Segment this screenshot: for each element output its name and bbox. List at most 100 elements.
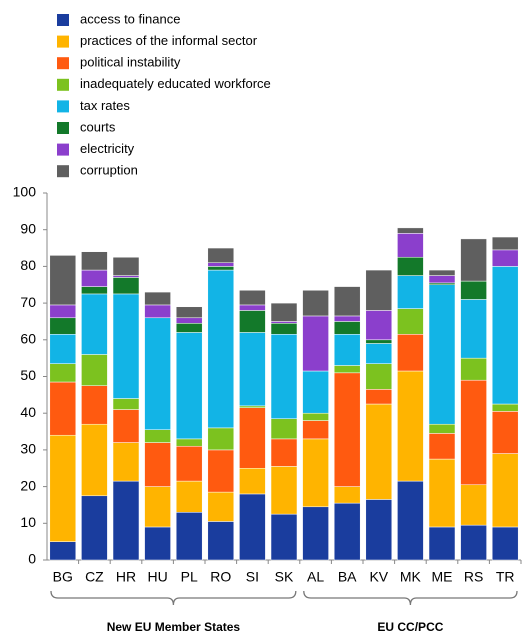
legend-swatch	[57, 35, 69, 48]
bar-segment	[239, 332, 266, 407]
bar-segment	[144, 442, 171, 487]
y-tick-label: 90	[20, 220, 36, 236]
legend-label: courts	[80, 119, 116, 134]
group-bracket	[303, 590, 518, 606]
bar-segment	[460, 280, 487, 300]
bar-segment	[175, 306, 203, 319]
bar-segment	[207, 266, 235, 271]
y-tick-label: 40	[20, 404, 36, 420]
bar-segment	[428, 526, 456, 561]
y-tick-label: 100	[13, 184, 37, 200]
bar-segment	[460, 484, 487, 526]
bar-segment	[302, 412, 329, 421]
bar-segment	[207, 491, 235, 522]
bar-segment	[81, 251, 108, 271]
x-tick-label: HR	[116, 569, 136, 585]
y-tick-label: 20	[20, 477, 36, 493]
bar-segment	[49, 381, 77, 436]
bar-segment	[175, 332, 203, 440]
legend-swatch	[57, 14, 69, 26]
bar-segment	[144, 291, 171, 306]
bar-segment	[428, 458, 456, 528]
legend-swatch	[57, 78, 69, 91]
bar-segment	[81, 423, 108, 497]
legend-label: corruption	[80, 163, 138, 178]
bar-segment	[491, 249, 519, 267]
bar-segment	[239, 405, 266, 408]
x-tick-label: BA	[338, 569, 357, 585]
bar-segment	[270, 321, 298, 324]
bar-segment	[270, 302, 298, 322]
legend-swatch	[57, 100, 69, 113]
bar-segment	[302, 370, 329, 414]
bar-segment	[49, 434, 77, 542]
x-tick-label: KV	[369, 569, 388, 585]
x-tick-label: SK	[275, 569, 294, 585]
bar-segment	[81, 385, 108, 425]
x-tick-label: CZ	[85, 569, 104, 585]
bar-segment	[175, 438, 203, 447]
x-tick-label: MK	[400, 569, 422, 585]
legend-label: tax rates	[80, 98, 130, 113]
bar-segment	[207, 262, 235, 267]
bar-segment	[365, 363, 393, 390]
bar-segment	[144, 429, 171, 443]
x-tick-label: HU	[147, 569, 167, 585]
legend-label: access to finance	[80, 11, 180, 26]
legend-label: political instability	[80, 55, 181, 70]
bar-segment	[112, 256, 140, 276]
bar-segment	[112, 277, 140, 295]
bar-segment	[175, 512, 203, 561]
x-tick-label: SI	[246, 569, 259, 585]
bar-segment	[397, 480, 424, 561]
bar-segment	[397, 334, 424, 372]
bar-segment	[333, 365, 361, 374]
bar-segment	[302, 438, 329, 508]
bar-segment	[460, 379, 487, 486]
bar-segment	[491, 526, 519, 561]
bar-segment	[365, 269, 393, 311]
bar-segment	[49, 334, 77, 364]
legend-label: practices of the informal sector	[80, 33, 258, 48]
bar-segment	[302, 290, 329, 317]
y-tick-label: 30	[20, 441, 36, 457]
bar-segment	[397, 275, 424, 309]
bar-segment	[460, 299, 487, 359]
x-tick-label: RS	[464, 569, 483, 585]
bar-segment	[175, 317, 203, 324]
bar-segment	[207, 449, 235, 493]
bar-segment	[397, 233, 424, 258]
bar-segment	[333, 321, 361, 335]
bar-segment	[270, 466, 298, 515]
x-tick-label: AL	[307, 569, 324, 585]
bar-segment	[49, 363, 77, 383]
bar-segment	[460, 524, 487, 561]
bar-segment	[81, 495, 108, 561]
legend-label: electricity	[80, 141, 135, 156]
bar-segment	[49, 304, 77, 319]
bar-segment	[365, 499, 393, 561]
bar-segment	[491, 236, 519, 251]
bar-segment	[333, 372, 361, 487]
bar-segment	[207, 521, 235, 561]
bar-segment	[175, 480, 203, 513]
bar-segment	[397, 256, 424, 276]
bar-segment	[81, 269, 108, 287]
y-tick-label: 0	[28, 551, 36, 567]
bar-segment	[333, 315, 361, 322]
bar-segment	[302, 420, 329, 440]
group-label: EU CC/PCC	[377, 620, 443, 634]
bar-segment	[397, 308, 424, 335]
bar-segment	[144, 304, 171, 319]
bar-segment	[491, 403, 519, 412]
legend-swatch	[57, 165, 69, 178]
bar-segment	[49, 255, 77, 306]
bar-segment	[333, 334, 361, 366]
y-tick-label: 60	[20, 331, 36, 347]
bar-segment	[365, 343, 393, 364]
x-tick-label: PL	[181, 569, 198, 585]
bar-segment	[428, 284, 456, 425]
bar-segment	[144, 486, 171, 528]
y-tick-label: 80	[20, 257, 36, 273]
